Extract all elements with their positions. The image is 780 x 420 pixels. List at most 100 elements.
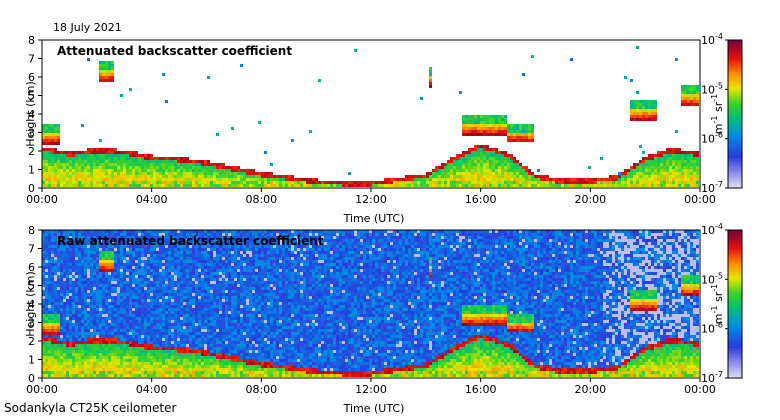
- heatmap-cell: [192, 184, 195, 187]
- heatmap-cell: [87, 263, 90, 266]
- heatmap-cell: [609, 184, 612, 187]
- heatmap-cell: [192, 350, 195, 353]
- heatmap-cell: [162, 184, 165, 187]
- heatmap-cell: [66, 236, 69, 239]
- heatmap-cell: [390, 184, 393, 187]
- heatmap-cell: [213, 302, 216, 305]
- heatmap-cell: [153, 368, 156, 371]
- heatmap-cell: [42, 236, 45, 239]
- heatmap-cell: [192, 362, 195, 365]
- heatmap-cell: [642, 106, 645, 109]
- heatmap-cell: [630, 106, 633, 109]
- colorbar-segment: [728, 175, 742, 179]
- heatmap-cell: [57, 181, 60, 184]
- heatmap-cell: [105, 148, 108, 151]
- heatmap-cell: [495, 121, 498, 124]
- heatmap-cell: [78, 290, 81, 293]
- heatmap-cell: [81, 239, 84, 242]
- panel-title: Attenuated backscatter coefficient: [57, 44, 292, 58]
- heatmap-cell: [468, 169, 471, 172]
- heatmap-cells: [42, 46, 699, 187]
- heatmap-cell: [105, 181, 108, 184]
- heatmap-cell: [201, 317, 204, 320]
- heatmap-cell: [477, 154, 480, 157]
- heatmap-cell: [696, 88, 699, 91]
- colorbar-segment: [728, 163, 742, 167]
- heatmap-cell: [612, 175, 615, 178]
- heatmap-cell: [171, 350, 174, 353]
- heatmap-cell: [498, 166, 501, 169]
- heatmap-cell: [69, 332, 72, 335]
- heatmap-cell: [117, 233, 120, 236]
- heatmap-cell: [75, 311, 78, 314]
- heatmap-cell: [102, 67, 105, 70]
- heatmap-cell: [198, 257, 201, 260]
- heatmap-cell: [177, 308, 180, 311]
- heatmap-cell: [42, 266, 45, 269]
- heatmap-cell: [645, 178, 648, 181]
- heatmap-cell: [234, 175, 237, 178]
- heatmap-cell: [477, 178, 480, 181]
- heatmap-cell: [636, 175, 639, 178]
- heatmap-cell: [174, 293, 177, 296]
- heatmap-cell: [54, 136, 57, 139]
- heatmap-cell: [150, 359, 153, 362]
- heatmap-cell: [99, 70, 102, 73]
- heatmap-cell: [147, 245, 150, 248]
- heatmap-cell: [180, 175, 183, 178]
- heatmap-cell: [180, 362, 183, 365]
- heatmap-cell: [186, 323, 189, 326]
- heatmap-cell: [120, 308, 123, 311]
- heatmap-cell: [102, 326, 105, 329]
- heatmap-cell: [117, 371, 120, 374]
- heatmap-cell: [126, 160, 129, 163]
- heatmap-cell: [132, 362, 135, 365]
- heatmap-cell: [687, 181, 690, 184]
- heatmap-cell: [540, 178, 543, 181]
- heatmap-cell: [222, 184, 225, 187]
- heatmap-cell: [126, 239, 129, 242]
- heatmap-cell: [93, 263, 96, 266]
- heatmap-cell: [456, 172, 459, 175]
- heatmap-cell: [123, 166, 126, 169]
- heatmap-cell: [66, 175, 69, 178]
- heatmap-cell: [93, 359, 96, 362]
- heatmap-cell: [93, 236, 96, 239]
- heatmap-cell: [471, 154, 474, 157]
- heatmap-cell: [78, 311, 81, 314]
- heatmap-cell: [648, 160, 651, 163]
- heatmap-cell: [87, 230, 90, 233]
- heatmap-cell: [471, 157, 474, 160]
- heatmap-cell: [138, 335, 141, 338]
- heatmap-cell: [54, 305, 57, 308]
- heatmap-cell: [201, 236, 204, 239]
- heatmap-cell: [171, 317, 174, 320]
- heatmap-cell: [504, 157, 507, 160]
- heatmap-cell: [72, 314, 75, 317]
- heatmap-cell: [174, 326, 177, 329]
- heatmap-cell: [159, 166, 162, 169]
- heatmap-cell: [144, 154, 147, 157]
- heatmap-cell: [477, 157, 480, 160]
- heatmap-cell: [75, 266, 78, 269]
- heatmap-cell: [57, 242, 60, 245]
- heatmap-cell: [360, 181, 363, 184]
- heatmap-cell: [159, 308, 162, 311]
- heatmap-cell: [96, 320, 99, 323]
- heatmap-cell: [204, 347, 207, 350]
- heatmap-cell: [45, 350, 48, 353]
- heatmap-cell: [54, 181, 57, 184]
- heatmap-cell: [72, 169, 75, 172]
- heatmap-cell: [468, 175, 471, 178]
- heatmap-cell: [174, 353, 177, 356]
- heatmap-cell: [627, 175, 630, 178]
- heatmap-cell: [333, 184, 336, 187]
- heatmap-cell: [672, 166, 675, 169]
- heatmap-cell: [135, 371, 138, 374]
- heatmap-cell: [102, 178, 105, 181]
- colorbar-segment: [728, 57, 742, 61]
- heatmap-cell: [114, 320, 117, 323]
- heatmap-cell: [153, 338, 156, 341]
- heatmap-cell: [135, 350, 138, 353]
- heatmap-cell: [609, 178, 612, 181]
